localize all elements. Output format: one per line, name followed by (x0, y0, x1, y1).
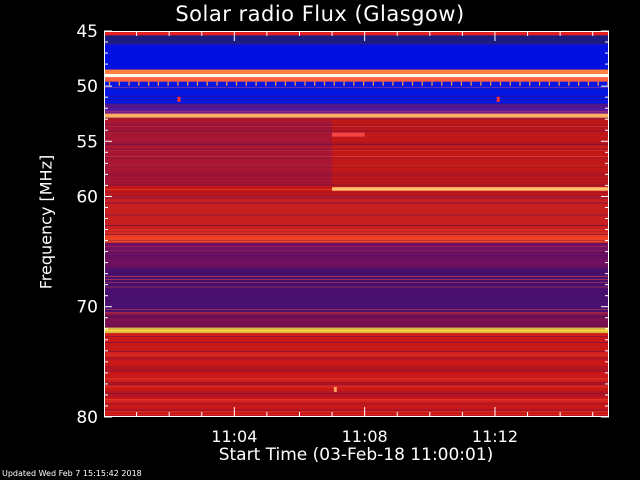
spectrogram-plot-area (104, 31, 609, 417)
y-tick-label-60: 60 (76, 187, 98, 207)
band-11 (104, 235, 609, 243)
band-1 (104, 35, 609, 45)
band-6 (104, 81, 609, 104)
band-9 (104, 118, 609, 197)
band-7 (104, 103, 609, 114)
y-tick-label-80: 80 (76, 408, 98, 428)
axes: 45 50 55 60 70 80 11:04 11:08 11:12 (76, 22, 609, 446)
band-8 (104, 113, 609, 119)
band-0 (104, 31, 609, 36)
y-tick-label-70: 70 (76, 298, 98, 318)
feature-line-0 (332, 187, 609, 191)
y-tick-label-45: 45 (76, 22, 98, 42)
band-14 (104, 312, 609, 328)
x-axis-label: Start Time (03-Feb-18 11:00:01) (218, 445, 494, 465)
feature-dot-2 (177, 96, 181, 102)
periodic-spikes (108, 81, 609, 86)
band-4 (104, 74, 609, 78)
band-15 (104, 327, 609, 334)
band-5 (104, 77, 609, 82)
band-texture (104, 84, 609, 417)
band-13 (104, 268, 609, 313)
y-axis-label: Frequency [MHz] (36, 154, 56, 290)
band-16 (104, 333, 609, 417)
feature-dot-4 (333, 386, 337, 392)
chart-title: Solar radio Flux (Glasgow) (175, 2, 465, 26)
x-tick-label-1: 11:08 (342, 427, 388, 446)
quiet-region (104, 120, 333, 186)
plot-frame (104, 31, 609, 417)
band-10 (104, 196, 609, 236)
updated-timestamp: Updated Wed Feb 7 15:15:42 2018 (2, 469, 142, 478)
feature-blob-1 (332, 132, 365, 137)
x-tick-label-0: 11:04 (211, 427, 257, 446)
feature-dot-3 (496, 96, 500, 102)
band-3 (104, 69, 609, 75)
band-2 (104, 44, 609, 70)
band-12 (104, 242, 609, 269)
y-tick-label-55: 55 (76, 132, 98, 152)
x-tick-label-2: 11:12 (472, 427, 518, 446)
y-tick-label-50: 50 (76, 77, 98, 97)
